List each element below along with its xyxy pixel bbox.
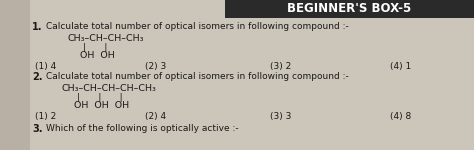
- Text: Calculate total number of optical isomers in following compound :-: Calculate total number of optical isomer…: [46, 22, 349, 31]
- Text: OH  OH: OH OH: [68, 51, 115, 60]
- Text: (3) 2: (3) 2: [270, 62, 291, 71]
- Text: 3.: 3.: [32, 124, 43, 134]
- FancyBboxPatch shape: [225, 0, 474, 18]
- FancyBboxPatch shape: [0, 0, 30, 150]
- Text: (4) 1: (4) 1: [390, 62, 411, 71]
- Text: CH₃–CH–CH–CH₃: CH₃–CH–CH–CH₃: [68, 34, 145, 43]
- Text: (2) 3: (2) 3: [145, 62, 166, 71]
- Text: OH  OH  OH: OH OH OH: [62, 101, 129, 110]
- Text: (1) 4: (1) 4: [35, 62, 56, 71]
- Text: CH₃–CH–CH–CH–CH₃: CH₃–CH–CH–CH–CH₃: [62, 84, 157, 93]
- Text: (3) 3: (3) 3: [270, 112, 292, 121]
- Text: (4) 8: (4) 8: [390, 112, 411, 121]
- Text: (1) 2: (1) 2: [35, 112, 56, 121]
- Text: Which of the following is optically active :-: Which of the following is optically acti…: [46, 124, 238, 133]
- Text: |      |: | |: [68, 43, 108, 52]
- Text: 2.: 2.: [32, 72, 43, 82]
- Text: (2) 4: (2) 4: [145, 112, 166, 121]
- Text: BEGINNER'S BOX-5: BEGINNER'S BOX-5: [287, 3, 411, 15]
- Text: Calculate total number of optical isomers in following compound :-: Calculate total number of optical isomer…: [46, 72, 349, 81]
- Text: 1.: 1.: [32, 22, 43, 32]
- Text: |      |      |: | | |: [62, 93, 123, 102]
